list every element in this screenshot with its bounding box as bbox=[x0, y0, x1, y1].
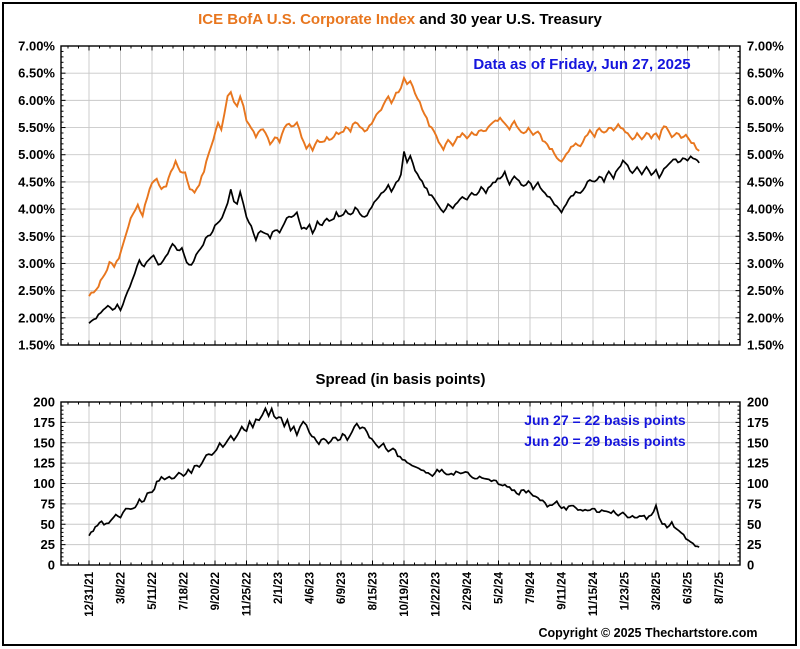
y-label-left: 175 bbox=[33, 415, 55, 430]
y-label-right: 2.00% bbox=[747, 310, 784, 325]
x-tick-label: 9/20/22 bbox=[210, 572, 222, 610]
y-label-right: 75 bbox=[747, 496, 761, 511]
x-tick-label: 8/7/25 bbox=[714, 571, 726, 604]
y-label-right: 1.50% bbox=[747, 338, 784, 353]
y-label-left: 5.50% bbox=[18, 120, 55, 135]
y-label-left: 3.50% bbox=[18, 229, 55, 244]
spread-annotations: Jun 27 = 22 basis points Jun 20 = 29 bas… bbox=[455, 410, 755, 452]
spread-annotation-jun27: Jun 27 = 22 basis points bbox=[524, 412, 686, 428]
y-label-right: 6.00% bbox=[747, 93, 784, 108]
x-tick-label: 1/23/25 bbox=[620, 571, 632, 610]
spread-chart-title: Spread (in basis points) bbox=[315, 371, 486, 388]
y-label-right: 100 bbox=[747, 476, 769, 491]
x-tick-label: 11/25/22 bbox=[242, 572, 254, 616]
yields-frame bbox=[60, 45, 741, 346]
y-label-left: 100 bbox=[33, 476, 55, 491]
spread-annotation-jun20: Jun 20 = 29 basis points bbox=[524, 433, 686, 449]
y-label-left: 125 bbox=[33, 456, 55, 471]
y-label-right: 3.00% bbox=[747, 256, 784, 271]
x-tick-label: 6/9/23 bbox=[336, 572, 348, 604]
y-label-right: 0 bbox=[747, 558, 754, 573]
x-tick-label: 7/18/22 bbox=[179, 572, 191, 610]
x-tick-label: 8/15/23 bbox=[368, 572, 380, 610]
y-label-left: 25 bbox=[41, 537, 55, 552]
y-label-left: 5.00% bbox=[18, 147, 55, 162]
y-label-right: 175 bbox=[747, 415, 769, 430]
yields-series-1 bbox=[88, 151, 700, 324]
y-label-left: 1.50% bbox=[18, 338, 55, 353]
x-tick-label: 9/11/24 bbox=[557, 571, 569, 609]
y-label-left: 7.00% bbox=[18, 39, 55, 54]
y-label-right: 4.00% bbox=[747, 202, 784, 217]
y-label-left: 50 bbox=[41, 517, 55, 532]
yields-plot: 7.00% 7.00% 6.50% 6.50% 6.00% 6.00% 5.50% 5.50%… bbox=[18, 39, 784, 353]
spread-series-0 bbox=[88, 406, 700, 548]
x-tick-label: 3/8/22 bbox=[116, 572, 128, 604]
spread-plot: 200 200 175 175 150 150 125 125 100 100 75 75 50 50 25… bbox=[33, 395, 768, 617]
x-tick-label: 12/22/23 bbox=[431, 572, 443, 617]
x-tick-label: 5/2/24 bbox=[494, 571, 506, 604]
y-label-right: 5.50% bbox=[747, 120, 784, 135]
y-label-left: 2.00% bbox=[18, 310, 55, 325]
y-label-right: 4.50% bbox=[747, 174, 784, 189]
x-tick-label: 6/3/25 bbox=[683, 571, 695, 604]
x-tick-label: 4/6/23 bbox=[305, 572, 317, 604]
y-label-left: 150 bbox=[33, 435, 55, 450]
x-tick-label: 3/28/25 bbox=[651, 571, 663, 610]
y-label-right: 7.00% bbox=[747, 39, 784, 54]
y-label-right: 125 bbox=[747, 456, 769, 471]
y-label-right: 50 bbox=[747, 517, 761, 532]
y-label-left: 6.00% bbox=[18, 93, 55, 108]
gridlines bbox=[61, 46, 740, 345]
title-treasury-part: and 30 year U.S. Treasury bbox=[415, 11, 602, 28]
y-label-right: 3.50% bbox=[747, 229, 784, 244]
data-as-of-annotation: Data as of Friday, Jun 27, 2025 bbox=[473, 56, 691, 73]
x-tick-label: 2/1/23 bbox=[273, 572, 285, 604]
x-tick-label: 2/29/24 bbox=[462, 571, 474, 610]
y-label-right: 2.50% bbox=[747, 283, 784, 298]
copyright-notice: Copyright © 2025 Thechartstore.com bbox=[538, 626, 758, 640]
gridlines bbox=[61, 402, 740, 565]
y-label-right: 200 bbox=[747, 395, 769, 410]
x-tick-label: 10/19/23 bbox=[399, 572, 411, 617]
y-label-left: 75 bbox=[41, 496, 55, 511]
x-tick-label: 5/11/22 bbox=[147, 572, 159, 610]
tick-marks bbox=[61, 46, 740, 345]
x-tick-label: 11/15/24 bbox=[588, 571, 600, 616]
y-label-right: 6.50% bbox=[747, 66, 784, 81]
y-label-left: 2.50% bbox=[18, 283, 55, 298]
tick-marks bbox=[61, 402, 740, 565]
title-corporate-part: ICE BofA U.S. Corporate Index bbox=[198, 11, 416, 28]
y-label-right: 150 bbox=[747, 435, 769, 450]
yields-series-0 bbox=[88, 75, 700, 297]
y-label-left: 200 bbox=[33, 395, 55, 410]
x-tick-label: 7/9/24 bbox=[525, 571, 537, 604]
y-label-left: 6.50% bbox=[18, 66, 55, 81]
y-label-left: 4.50% bbox=[18, 174, 55, 189]
y-label-left: 4.00% bbox=[18, 202, 55, 217]
y-label-left: 0 bbox=[48, 558, 55, 573]
y-label-right: 25 bbox=[747, 537, 761, 552]
figure-title: ICE BofA U.S. Corporate Index and 30 yea… bbox=[0, 11, 800, 28]
y-label-right: 5.00% bbox=[747, 147, 784, 162]
x-tick-label: 12/31/21 bbox=[84, 571, 96, 616]
y-label-left: 3.00% bbox=[18, 256, 55, 271]
